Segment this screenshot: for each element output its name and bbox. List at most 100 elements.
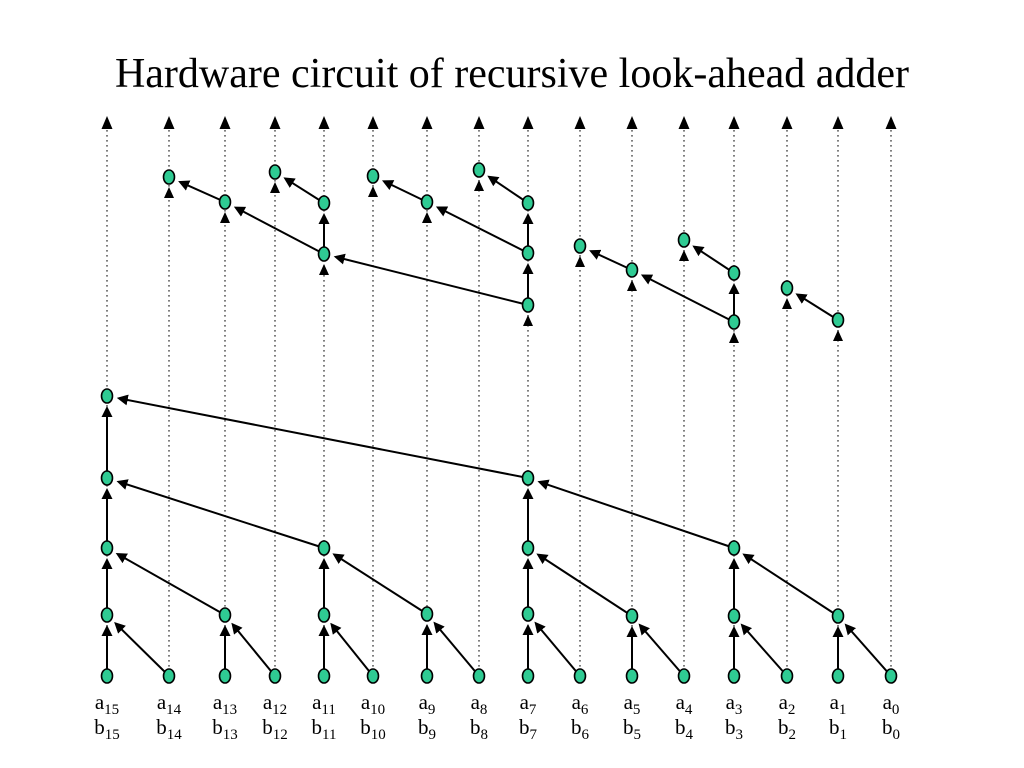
carry-edge-l2_11-l3_15 xyxy=(116,479,325,549)
prefix-node-t2 xyxy=(780,280,794,296)
prefix-node-b10 xyxy=(366,668,380,684)
sum-output-arrowhead-11 xyxy=(318,116,330,129)
prefix-node-l1_3 xyxy=(727,608,741,624)
carry-input-arrowhead xyxy=(627,280,637,291)
carry-edge-l1_13-l2_15 xyxy=(115,552,226,616)
prefix-node-b12 xyxy=(268,668,282,684)
sum-output-arrowhead-0 xyxy=(885,116,897,129)
carry-input-arrowhead xyxy=(729,332,739,343)
carry-edge-b12-l1_13 xyxy=(231,622,276,677)
prefix-node-b6 xyxy=(573,668,587,684)
prefix-node-b1 xyxy=(831,668,845,684)
prefix-node-t11b xyxy=(317,195,331,211)
prefix-node-t12 xyxy=(268,164,282,180)
prefix-node-l1_13 xyxy=(218,607,232,623)
prefix-node-t6 xyxy=(573,238,587,254)
input-label-bit-7: a7 b7 xyxy=(519,690,537,744)
sum-output-arrowhead-1 xyxy=(832,116,844,129)
sum-output-arrowhead-14 xyxy=(163,116,175,129)
input-label-bit-5: a5 b5 xyxy=(623,690,641,744)
prefix-node-l1_1 xyxy=(831,608,845,624)
prefix-node-l1_11 xyxy=(317,607,331,623)
carry-edge-t1-t2 xyxy=(795,293,839,321)
prefix-node-b0 xyxy=(884,668,898,684)
sum-output-arrowhead-8 xyxy=(473,116,485,129)
prefix-node-t8 xyxy=(472,162,486,178)
prefix-node-l3_7 xyxy=(521,470,535,486)
prefix-node-b7 xyxy=(521,668,535,684)
input-label-bit-8: a8 b8 xyxy=(470,690,488,744)
carry-edge-t5-t6 xyxy=(589,249,633,271)
input-label-bit-14: a14 b14 xyxy=(156,690,182,744)
carry-edge-b10-l1_11 xyxy=(330,622,374,677)
prefix-node-t1 xyxy=(831,312,845,328)
prefix-node-b3 xyxy=(727,668,741,684)
input-label-bit-0: a0 b0 xyxy=(882,690,900,744)
carry-input-arrowhead xyxy=(164,187,174,198)
sum-output-arrowhead-13 xyxy=(219,116,231,129)
carry-input-arrowhead xyxy=(833,330,843,341)
prefix-node-t13 xyxy=(218,194,232,210)
carry-edge-t7f-t11c xyxy=(333,253,529,306)
carry-edge-l2_3-l3_7 xyxy=(537,479,735,549)
carry-edge-b8-l1_9 xyxy=(433,621,480,677)
prefix-node-b2 xyxy=(780,668,794,684)
carry-edge-b4-l1_5 xyxy=(638,623,685,677)
sum-output-arrowhead-7 xyxy=(522,116,534,129)
prefix-node-l1_9 xyxy=(420,606,434,622)
prefix-node-l2_15 xyxy=(100,540,114,556)
prefix-node-t7f xyxy=(521,297,535,313)
carry-input-arrowhead xyxy=(523,315,533,326)
sum-output-arrowhead-4 xyxy=(678,116,690,129)
input-label-bit-2: a2 b2 xyxy=(778,690,796,744)
input-label-bit-6: a6 b6 xyxy=(571,690,589,744)
prefix-node-t9 xyxy=(420,194,434,210)
input-label-bit-9: a9 b9 xyxy=(418,690,436,744)
carry-input-arrowhead xyxy=(368,186,378,197)
carry-input-arrowhead xyxy=(422,212,432,223)
carry-edge-t3d-t4 xyxy=(692,245,735,274)
prefix-node-l2_11 xyxy=(317,540,331,556)
prefix-node-t3d xyxy=(727,265,741,281)
carry-edge-l1_5-l2_7 xyxy=(536,553,633,617)
sum-output-arrowhead-3 xyxy=(728,116,740,129)
carry-input-arrowhead xyxy=(575,256,585,267)
prefix-node-l3_15 xyxy=(100,470,114,486)
input-label-bit-12: a12 b12 xyxy=(262,690,288,744)
prefix-node-t7c xyxy=(521,245,535,261)
input-label-bit-10: a10 b10 xyxy=(360,690,386,744)
prefix-node-l2_7 xyxy=(521,540,535,556)
prefix-node-b4 xyxy=(677,668,691,684)
carry-edge-b6-l1_7 xyxy=(534,621,581,677)
input-label-bit-1: a1 b1 xyxy=(829,690,847,744)
prefix-node-t3g xyxy=(727,314,741,330)
carry-edge-b2-l1_3 xyxy=(740,623,788,677)
input-label-bit-13: a13 b13 xyxy=(212,690,238,744)
carry-edge-b0-l1_1 xyxy=(844,623,892,677)
carry-input-arrowhead xyxy=(319,264,329,275)
carry-edge-t7b-t8 xyxy=(487,175,529,204)
carry-edge-t7c-t9 xyxy=(435,206,529,254)
prefix-node-t14 xyxy=(162,169,176,185)
sum-output-arrowhead-5 xyxy=(626,116,638,129)
carry-edge-b14-l1_15 xyxy=(114,622,170,677)
input-label-bit-3: a3 b3 xyxy=(725,690,743,744)
carry-input-arrowhead xyxy=(474,180,484,191)
carry-input-arrowhead xyxy=(679,250,689,261)
carry-edge-t9-t10 xyxy=(382,180,428,203)
carry-edge-l1_1-l2_3 xyxy=(742,553,839,617)
carry-input-arrowhead xyxy=(220,212,230,223)
carry-edge-t3g-t5 xyxy=(640,274,735,323)
carry-edge-t11b-t12 xyxy=(283,177,325,204)
prefix-node-l2_3 xyxy=(727,540,741,556)
carry-input-arrowhead xyxy=(270,182,280,193)
sum-output-arrowhead-10 xyxy=(367,116,379,129)
carry-edge-t13-t14 xyxy=(178,180,226,203)
input-label-bit-15: a15 b15 xyxy=(94,690,120,744)
prefix-node-l4_15 xyxy=(100,388,114,404)
prefix-node-b5 xyxy=(625,668,639,684)
sum-output-arrowhead-15 xyxy=(101,116,113,129)
carry-edge-l1_9-l2_11 xyxy=(332,553,428,615)
prefix-node-l1_15 xyxy=(100,607,114,623)
